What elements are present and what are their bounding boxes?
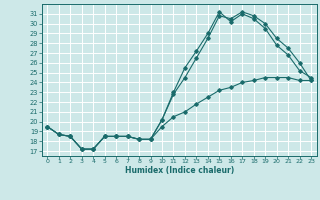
X-axis label: Humidex (Indice chaleur): Humidex (Indice chaleur)	[124, 166, 234, 175]
